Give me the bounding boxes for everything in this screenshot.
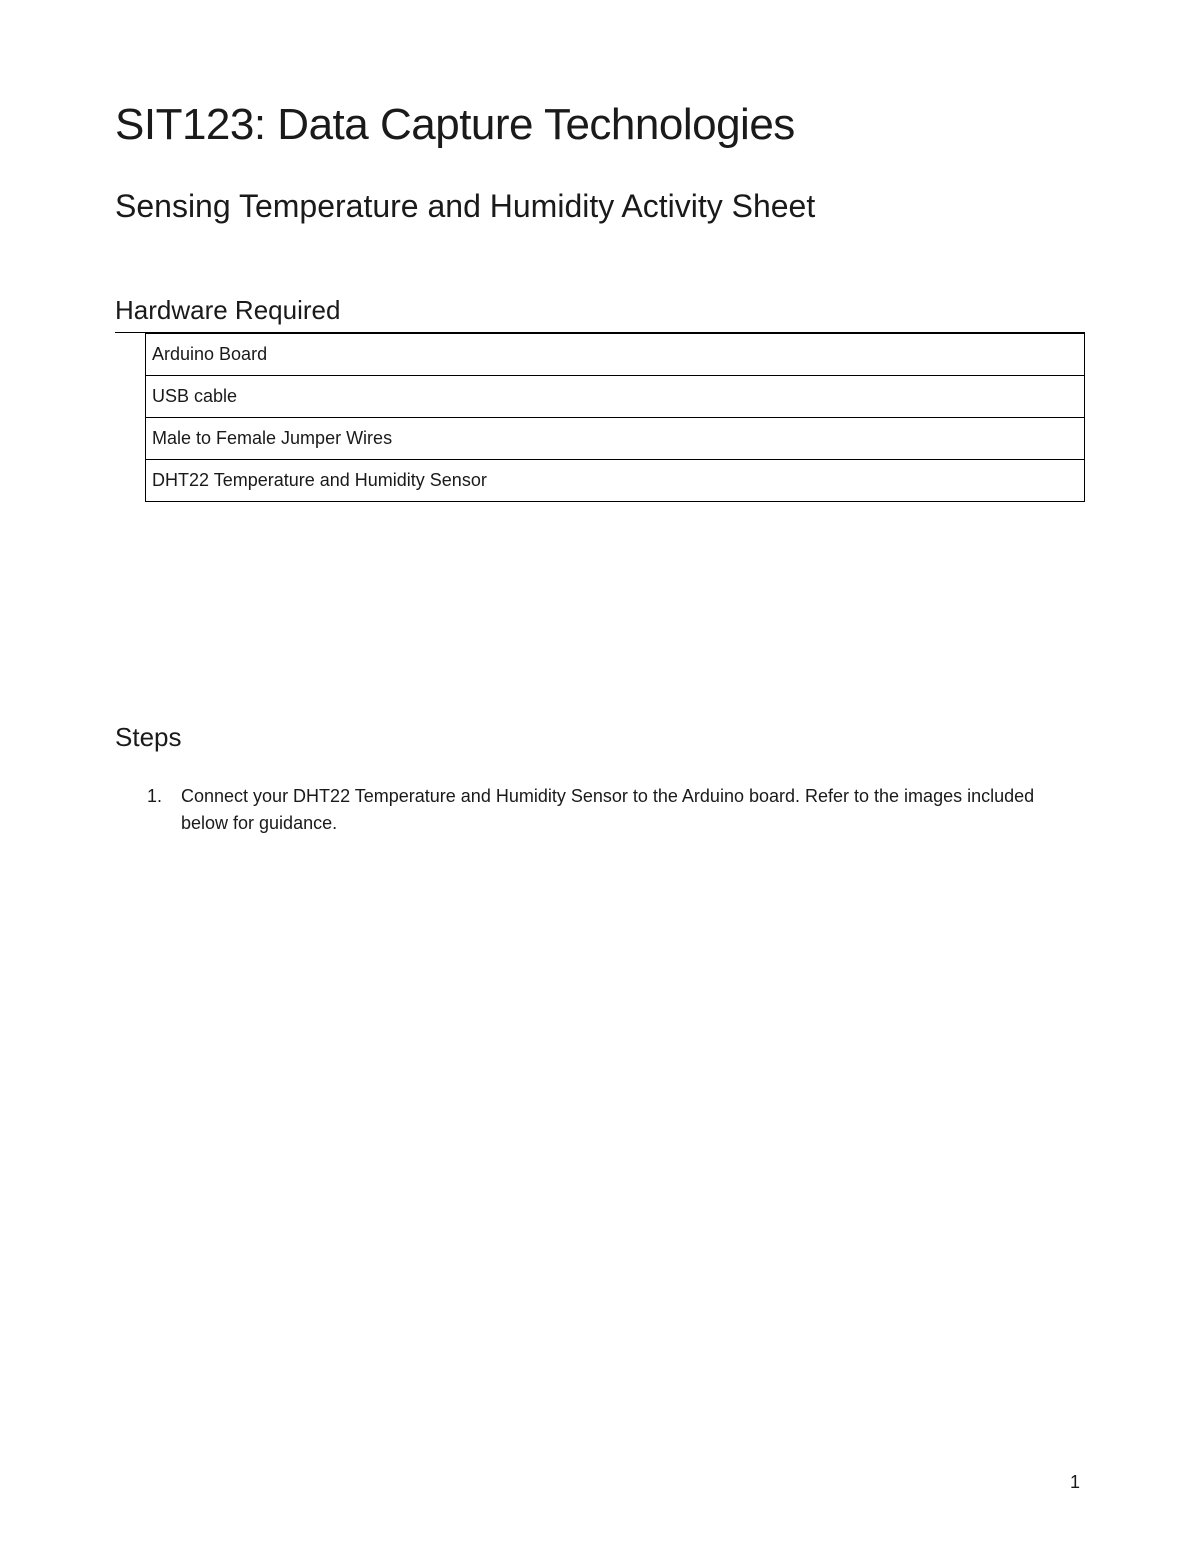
table-row: Male to Female Jumper Wires	[146, 418, 1085, 460]
main-title: SIT123: Data Capture Technologies	[115, 100, 1085, 150]
step-text: Connect your DHT22 Temperature and Humid…	[181, 786, 1034, 833]
table-row: USB cable	[146, 376, 1085, 418]
table-row: Arduino Board	[146, 334, 1085, 376]
steps-section-heading: Steps	[115, 722, 1085, 753]
list-item: 1. Connect your DHT22 Temperature and Hu…	[165, 783, 1085, 837]
table-row: DHT22 Temperature and Humidity Sensor	[146, 460, 1085, 502]
step-number: 1.	[147, 783, 162, 810]
steps-list: 1. Connect your DHT22 Temperature and Hu…	[115, 783, 1085, 837]
hardware-section-heading: Hardware Required	[115, 295, 1085, 333]
subtitle: Sensing Temperature and Humidity Activit…	[115, 188, 1085, 225]
hardware-table: Arduino Board USB cable Male to Female J…	[145, 333, 1085, 502]
page-number: 1	[1070, 1472, 1080, 1493]
steps-section: Steps 1. Connect your DHT22 Temperature …	[115, 722, 1085, 837]
